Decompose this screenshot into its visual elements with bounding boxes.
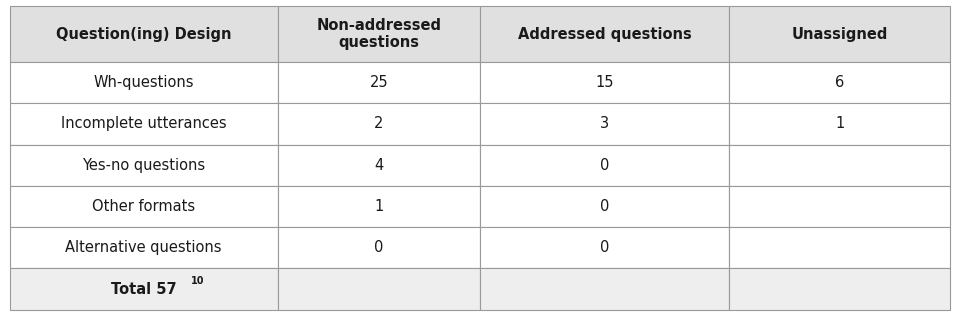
- Text: 10: 10: [191, 276, 204, 286]
- Bar: [480, 6, 730, 62]
- Text: 0: 0: [600, 199, 610, 214]
- Bar: [277, 227, 480, 268]
- Bar: [730, 62, 950, 103]
- Bar: [10, 62, 277, 103]
- Bar: [730, 6, 950, 62]
- Bar: [730, 186, 950, 227]
- Bar: [480, 145, 730, 186]
- Bar: [730, 268, 950, 310]
- Bar: [730, 145, 950, 186]
- Text: Question(ing) Design: Question(ing) Design: [56, 27, 231, 42]
- Bar: [10, 268, 277, 310]
- Bar: [480, 103, 730, 145]
- Text: 0: 0: [600, 240, 610, 255]
- Text: 25: 25: [370, 75, 388, 90]
- Text: Unassigned: Unassigned: [792, 27, 888, 42]
- Text: Non-addressed
questions: Non-addressed questions: [317, 18, 442, 50]
- Text: Incomplete utterances: Incomplete utterances: [60, 117, 227, 131]
- Bar: [10, 145, 277, 186]
- Bar: [480, 227, 730, 268]
- Text: Alternative questions: Alternative questions: [65, 240, 222, 255]
- Bar: [10, 6, 277, 62]
- Text: 0: 0: [374, 240, 384, 255]
- Text: 15: 15: [595, 75, 613, 90]
- Bar: [10, 186, 277, 227]
- Text: Other formats: Other formats: [92, 199, 195, 214]
- Text: Wh-questions: Wh-questions: [93, 75, 194, 90]
- Bar: [277, 145, 480, 186]
- Bar: [730, 103, 950, 145]
- Bar: [10, 103, 277, 145]
- Text: Addressed questions: Addressed questions: [517, 27, 691, 42]
- Bar: [277, 186, 480, 227]
- Text: 6: 6: [835, 75, 845, 90]
- Text: Yes-no questions: Yes-no questions: [83, 158, 205, 173]
- Text: 0: 0: [600, 158, 610, 173]
- Text: 3: 3: [600, 117, 610, 131]
- Bar: [277, 62, 480, 103]
- Text: 4: 4: [374, 158, 383, 173]
- Text: 1: 1: [835, 117, 845, 131]
- Bar: [277, 6, 480, 62]
- Bar: [730, 227, 950, 268]
- Text: 2: 2: [374, 117, 384, 131]
- Bar: [277, 103, 480, 145]
- Bar: [10, 227, 277, 268]
- Bar: [480, 186, 730, 227]
- Bar: [480, 62, 730, 103]
- Bar: [480, 268, 730, 310]
- Text: 1: 1: [374, 199, 383, 214]
- Text: Total 57: Total 57: [110, 282, 177, 296]
- Bar: [277, 268, 480, 310]
